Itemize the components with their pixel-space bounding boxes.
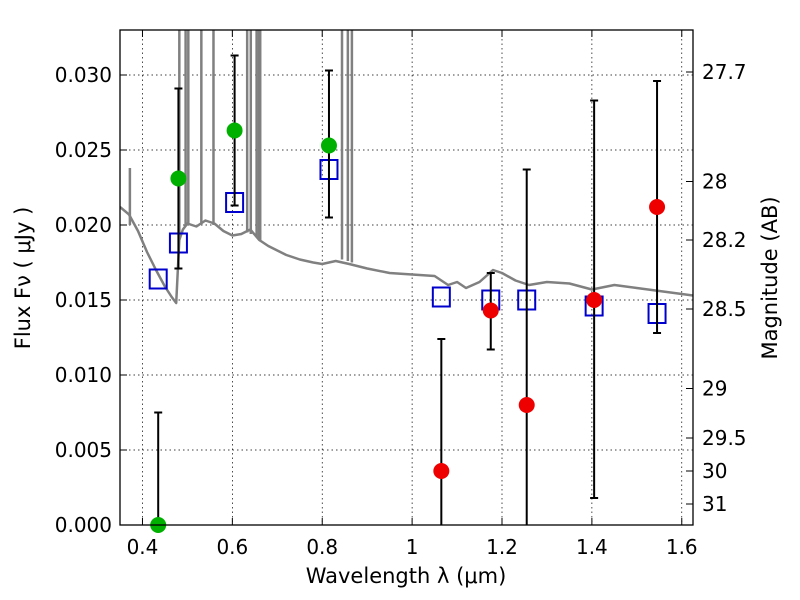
y2-tick-label: 28 [702, 170, 727, 194]
plot-frame [119, 29, 694, 526]
x-tick-label: 1.2 [486, 535, 518, 559]
model-sed-line [120, 206, 693, 305]
y2-tick-label: 28.5 [702, 297, 747, 321]
y2-tick-label: 27.7 [702, 60, 747, 84]
x-tick-label: 0.4 [127, 535, 159, 559]
y-tick-label: 0.030 [55, 63, 112, 87]
observed-flux-point-green [226, 122, 243, 139]
observed-flux-point-red [586, 292, 603, 308]
observed-flux-point-green [170, 170, 187, 187]
y2-axis-label: Magnitude (AB) [758, 196, 782, 359]
model-flux-square [431, 286, 451, 308]
y-tick-label: 0.020 [55, 213, 112, 237]
observed-flux-point-red [649, 199, 666, 215]
observed-flux-point-green [320, 137, 337, 154]
y-axis-label: Flux Fν ( μJy ) [11, 207, 35, 350]
y-tick-label: 0.010 [55, 363, 112, 387]
x-axis-label: Wavelength λ (μm) [306, 564, 507, 588]
axes: 0.4 0.6 0.8 1 1.2 1.4 1.6 0.000 0.005 0.010 0.015 0… [55, 30, 747, 559]
y2-tick-label: 31 [702, 492, 727, 516]
y-tick-label: 0.015 [55, 288, 112, 312]
x-tick-label: 0.6 [216, 535, 248, 559]
y-tick-label: 0.005 [55, 438, 112, 462]
y2-tick-label: 29.5 [702, 426, 747, 450]
x-tick-label: 1.4 [576, 535, 608, 559]
y-tick-label: 0.000 [55, 513, 112, 537]
observed-flux-point-red [433, 463, 450, 479]
x-tick-label: 1 [406, 535, 419, 559]
y2-tick-label: 30 [702, 459, 727, 483]
observed-flux-point-red [482, 302, 499, 319]
model-flux-square [148, 268, 168, 290]
y2-tick-label: 28.2 [702, 228, 747, 252]
y-tick-label: 0.025 [55, 138, 112, 162]
markers [148, 54, 667, 533]
grid [120, 30, 693, 526]
y2-tick-label: 29 [702, 377, 727, 401]
x-tick-label: 1.6 [666, 535, 698, 559]
observed-flux-point-red [518, 397, 535, 413]
plot-area [120, 30, 693, 305]
x-tick-label: 0.8 [306, 535, 338, 559]
